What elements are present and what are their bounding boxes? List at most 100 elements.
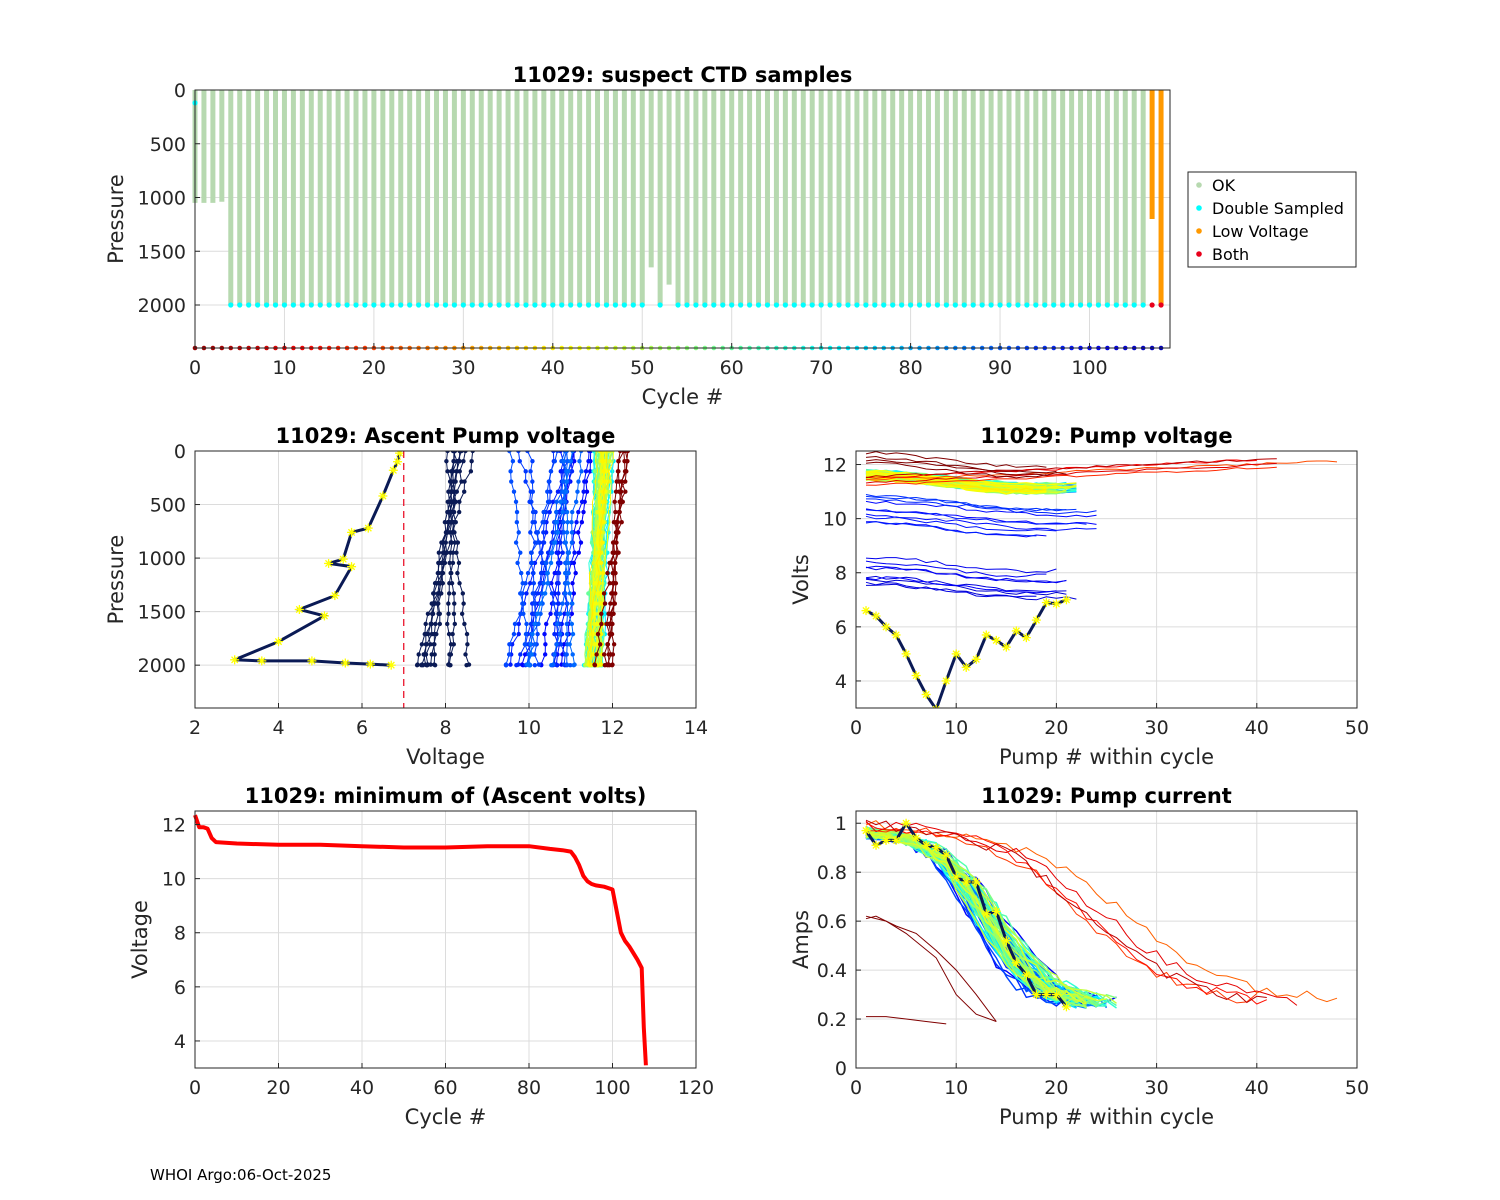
ascent-sample-dot [532,601,537,606]
last-cycle-marker [861,606,871,616]
ascent-sample-dot [586,591,591,596]
ascent-sample-dot [530,520,535,525]
x-tick-label: 30 [1145,1077,1169,1099]
last-cycle-marker [1031,615,1041,625]
ascent-sample-dot [463,652,468,657]
ascent-sample-dot [608,451,613,454]
double-sampled-point [594,302,601,308]
last-cycle-marker [378,491,388,501]
ascent-sample-dot [532,621,537,627]
star-stroke [389,466,397,474]
ascent-sample-dot [584,489,590,494]
ascent-sample-dot [525,570,531,576]
ascent-sample-dot [545,581,550,586]
ascent-sample-dot [519,570,524,576]
last-cycle-marker [932,704,940,708]
double-sampled-point [684,302,690,308]
ascent-sample-dot [571,662,576,668]
ascent-sample-dot [617,509,622,515]
chart-title: 11029: Ascent Pump voltage [276,424,616,448]
star-stroke [862,607,870,615]
axes-box [194,89,1171,349]
ascent-sample-dot [446,611,451,616]
double-sampled-point [335,302,341,308]
ascent-sample-dot [436,550,442,555]
star-stroke [308,657,316,665]
ascent-sample-dot [579,469,584,474]
chart-title: 11029: Pump voltage [980,424,1232,448]
ascent-sample-dot [546,479,552,484]
pump-voltage-cycle-mid [865,521,1047,538]
last-cycle-marker [1011,626,1021,636]
ascent-sample-dot [451,611,457,616]
ascent-sample-dot [607,458,612,464]
last-cycle-marker [981,909,991,919]
ascent-sample-dot [617,499,623,505]
ascent-sample-dot [623,489,628,494]
ascent-sample-dot [609,662,615,668]
double-sampled-point [353,302,359,308]
ascent-sample-dot [450,560,456,566]
double-sampled-point [1095,302,1102,308]
ascent-sample-dot [432,662,438,668]
y-tick-label: 0 [835,1058,847,1080]
star-stroke [1032,990,1040,999]
double-sampled-point [559,302,565,308]
x-tick-label: 30 [451,357,475,379]
ascent-sample-dot [561,642,567,647]
ascent-sample-dot [613,570,618,576]
ascent-sample-dot [446,631,452,637]
ascent-sample-dot [592,469,598,474]
double-sampled-point [478,302,484,308]
ascent-sample-dot [537,581,543,586]
pump-voltage-cycle-low [865,583,1077,601]
pump-voltage-cycle-early [865,466,1277,486]
ascent-sample-dot [613,509,618,515]
star-stroke [892,836,900,844]
y-axis-label: Voltage [128,900,152,979]
double-sampled-point [281,302,288,308]
star-stroke [972,878,980,886]
ascent-sample-dot [602,479,607,484]
ascent-sample-dot [516,530,521,535]
ascent-sample-dot [530,560,535,566]
ascent-sample-dot [598,591,603,596]
ascent-sample-dot [556,570,562,576]
ascent-sample-dot [529,652,534,657]
last-cycle-marker [338,554,348,564]
ascent-sample-dot [605,642,611,647]
ascent-sample-dot [462,489,467,494]
pump-voltage-cycle-top [865,459,1067,476]
ascent-sample-dot [447,591,452,596]
ascent-sample-dot [565,520,570,525]
ascent-sample-dot [518,652,523,657]
ascent-sample-dot [569,611,575,616]
ascent-sample-dot [613,591,618,596]
x-axis-label: Cycle # [642,385,724,409]
double-sampled-point [603,302,610,308]
ascent-sample-dot [520,581,525,586]
star-stroke [1022,971,1030,979]
ascent-sample-dot [589,540,595,545]
ascent-sample-dot [510,458,516,464]
chart-title: 11029: Pump current [981,784,1232,808]
ascent-sample-dot [436,581,442,586]
ascent-sample-dot [579,499,585,505]
legend: OK Double Sampled Low Voltage Both [1187,171,1357,268]
double-sampled-point [362,302,368,308]
last-cycle-marker [347,527,357,537]
ascent-sample-dot [561,458,566,464]
ascent-sample-dot [569,520,574,525]
pump-voltage-cycle-mid [865,500,1097,518]
ascent-sample-dot [448,550,453,555]
double-sampled-point [890,302,896,308]
ascent-sample-dot [452,540,458,545]
ascent-sample-dot [545,499,551,505]
double-sampled-point [943,302,949,308]
pump-current-cycle-bulk [865,832,1087,1006]
pump-voltage-cycle-top [865,461,1047,479]
double-sampled-point [755,302,762,308]
ascent-sample-dot [566,611,571,616]
star-stroke [872,612,880,620]
double-sampled-point [568,302,574,308]
